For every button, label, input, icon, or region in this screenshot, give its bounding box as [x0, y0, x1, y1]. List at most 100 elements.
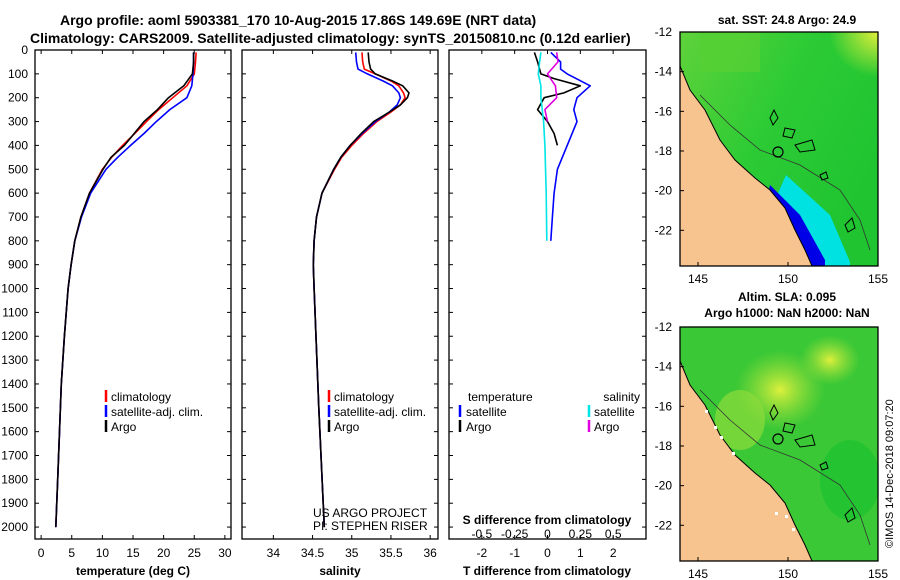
temperature-panel-frame — [34, 49, 232, 540]
credit-pi: PI: STEPHEN RISER — [313, 519, 428, 533]
x-tick-label: 15 — [126, 546, 140, 560]
top-map-title: sat. SST: 24.8 Argo: 24.9 — [718, 13, 857, 27]
difference-panel-frame — [448, 49, 647, 540]
bottom-map-low — [820, 440, 878, 520]
bottom-map-coastline — [680, 360, 813, 561]
panel-ticks — [35, 49, 646, 539]
top-map-coastline — [680, 65, 813, 266]
legend-label-argo: Argo — [334, 420, 360, 434]
series-satellite-adj-clim- — [55, 52, 195, 528]
series-s-satellite — [537, 52, 548, 241]
top-map-land — [680, 66, 812, 266]
depth-tick-label: 1400 — [1, 377, 28, 391]
depth-tick-label: 1200 — [1, 329, 28, 343]
station-marker — [705, 410, 708, 413]
series-t-satellite — [550, 51, 592, 241]
top-map-frame — [679, 31, 879, 267]
top-map-lon-labels: 145 150 155 — [688, 262, 888, 286]
x-tick-label: -1 — [509, 546, 520, 560]
legend-label-clim: climatology — [111, 390, 171, 404]
map-lon-label: 150 — [778, 272, 798, 286]
depth-tick-label: 400 — [8, 138, 28, 152]
legend-label-clim: climatology — [334, 390, 394, 404]
series-satellite-adj-clim- — [312, 52, 402, 528]
legend-label-s-argo: Argo — [594, 420, 620, 434]
difference-legend: temperature satellite Argo salinity sate… — [458, 390, 640, 434]
x-tick-label: 34 — [267, 546, 281, 560]
station-marker — [714, 426, 717, 429]
legend-label-s-sat: satellite — [594, 405, 635, 419]
bottom-map-patch — [715, 390, 765, 450]
x-tick-labels: 0 5 10 15 20 25 30 34 34.5 35 35.5 36 -2 -1 0 1 2 -0.5 -0.… — [38, 527, 622, 560]
series-argo — [55, 52, 195, 528]
x-tick-label: 34.5 — [301, 546, 325, 560]
map-lat-label: -12 — [655, 320, 673, 334]
depth-tick-label: 100 — [8, 67, 28, 81]
x-tick-label: 30 — [218, 546, 232, 560]
legend-label-argo: Argo — [111, 420, 137, 434]
top-map-reefs — [769, 108, 856, 233]
map-lat-label: -14 — [655, 360, 673, 374]
series-argo — [312, 52, 410, 528]
depth-tick-label: 1300 — [1, 353, 28, 367]
x-tick-label: 0 — [544, 546, 551, 560]
depth-tick-label: 200 — [8, 91, 28, 105]
top-map-argo-marker — [772, 146, 784, 158]
depth-tick-label: 2000 — [1, 520, 28, 534]
difference-top-xlabel: S difference from climatology — [463, 513, 632, 527]
depth-tick-label: 300 — [8, 115, 28, 129]
station-marker — [775, 512, 778, 515]
temperature-legend: climatology satellite-adj. clim. Argo — [104, 390, 203, 434]
legend-title-temperature: temperature — [468, 390, 533, 404]
map-lon-label: 145 — [688, 567, 708, 580]
depth-tick-label: 500 — [8, 162, 28, 176]
bottom-map — [679, 326, 879, 562]
map-lat-label: -22 — [655, 518, 673, 532]
x-tick-label: 5 — [68, 546, 75, 560]
bottom-map-high-sla-2 — [800, 335, 860, 385]
x-tick-label: 1 — [577, 546, 584, 560]
bottom-map-land — [680, 361, 812, 561]
bottom-map-title-2: Argo h1000: NaN h2000: NaN — [704, 306, 869, 320]
station-marker — [732, 452, 735, 455]
top-map-cool-shelf — [775, 175, 850, 266]
depth-tick-label: 1600 — [1, 425, 28, 439]
legend-label-t-sat: satellite — [466, 405, 507, 419]
depth-tick-label: 800 — [8, 234, 28, 248]
credit-imos-stamp: ©IMOS 14-Dec-2018 09:07:20 — [884, 399, 896, 548]
depth-tick-label: 700 — [8, 210, 28, 224]
map-lat-label: -12 — [655, 25, 673, 39]
map-lon-label: 155 — [868, 272, 888, 286]
bottom-map-title-1: Altim. SLA: 0.095 — [738, 290, 836, 304]
s-tick-label: 0 — [544, 527, 551, 541]
x-tick-label: 2 — [610, 546, 617, 560]
map-lat-label: -20 — [655, 479, 673, 493]
credit-project: US ARGO PROJECT — [313, 506, 428, 520]
bottom-map-stations — [705, 410, 795, 531]
temperature-xlabel: temperature (deg C) — [76, 564, 190, 578]
map-lon-label: 155 — [868, 567, 888, 580]
depth-axis-labels: 0 100 200 300 400 500 600 700 800 900 1000 1100 1200… — [1, 43, 28, 534]
map-lat-label: -22 — [655, 223, 673, 237]
x-tick-label: 36 — [423, 546, 437, 560]
x-tick-label: 20 — [157, 546, 171, 560]
series-climatology — [312, 52, 406, 528]
difference-xlabel: T difference from climatology — [463, 564, 631, 578]
depth-tick-label: 600 — [8, 186, 28, 200]
map-lat-label: -20 — [655, 184, 673, 198]
top-map-lat-labels: -12 -14 -16 -18 -20 -22 — [655, 25, 684, 237]
depth-tick-label: 1100 — [2, 305, 28, 319]
top-map-isobath — [699, 94, 871, 251]
legend-title-salinity: salinity — [603, 390, 640, 404]
depth-tick-label: 1700 — [1, 449, 28, 463]
depth-tick-label: 1500 — [1, 401, 28, 415]
map-lat-label: -14 — [655, 65, 673, 79]
bottom-map-argo-marker — [772, 433, 784, 445]
bottom-map-reefs — [769, 403, 856, 523]
depth-tick-label: 1800 — [1, 472, 28, 486]
map-lat-label: -16 — [655, 399, 673, 413]
x-tick-label: 35 — [345, 546, 359, 560]
map-lat-label: -18 — [655, 439, 673, 453]
depth-tick-label: 1000 — [1, 282, 28, 296]
